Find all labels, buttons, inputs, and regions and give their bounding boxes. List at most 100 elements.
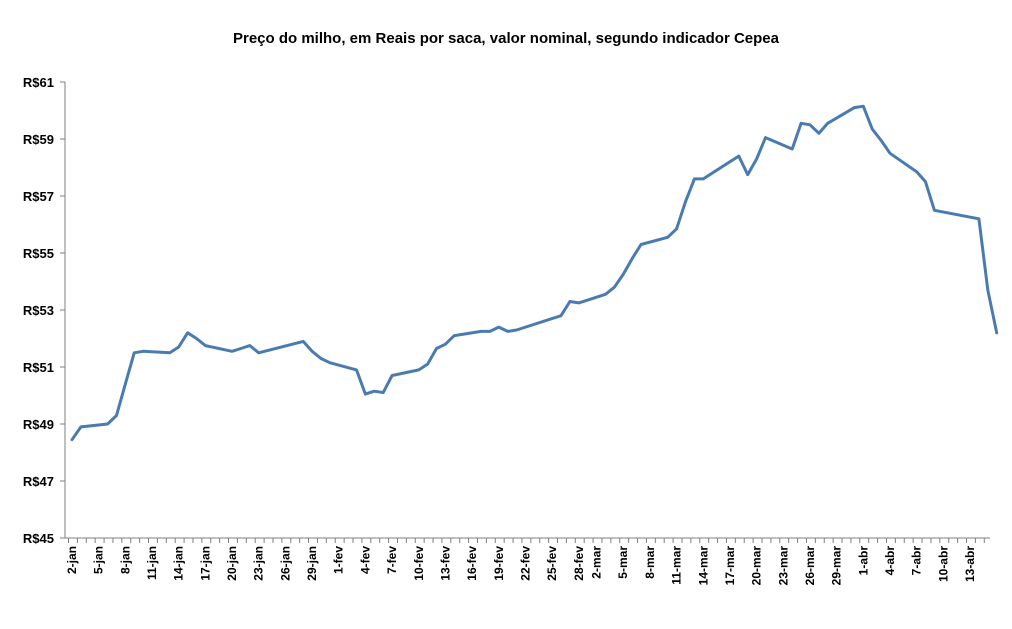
data-point: [390, 374, 394, 377]
x-tick-label: 2-mar: [590, 546, 604, 579]
x-tick-label: 17-jan: [198, 546, 212, 581]
data-point: [870, 127, 874, 131]
data-point: [862, 105, 865, 108]
data-point: [373, 390, 376, 393]
data-point: [230, 350, 234, 353]
x-tick-label: 5-mar: [616, 546, 630, 579]
data-point: [195, 337, 198, 340]
data-point: [622, 273, 625, 276]
data-point: [381, 391, 385, 394]
y-tick-label: R$51: [23, 360, 54, 375]
x-tick-label: 25-fev: [545, 546, 559, 581]
data-point: [559, 314, 563, 317]
x-tick-label: 29-mar: [830, 546, 844, 586]
x-tick-label: 11-jan: [145, 546, 159, 580]
data-point: [737, 154, 741, 158]
data-point: [746, 173, 749, 176]
x-tick-label: 10-abr: [936, 546, 950, 582]
data-point: [639, 243, 643, 246]
data-point: [106, 422, 109, 426]
data-point: [728, 160, 732, 163]
data-point: [115, 414, 118, 417]
data-point: [186, 331, 189, 334]
data-point: [204, 344, 207, 347]
data-point: [915, 170, 918, 173]
data-point: [355, 368, 358, 372]
data-point: [435, 347, 438, 350]
data-point: [177, 345, 180, 349]
data-point: [764, 136, 767, 139]
x-tick-label: 10-fev: [412, 546, 426, 581]
data-point: [630, 257, 634, 260]
data-point: [879, 139, 883, 142]
data-point: [568, 300, 572, 303]
x-tick-label: 17-mar: [723, 546, 737, 586]
data-point: [364, 392, 367, 396]
data-point: [488, 330, 492, 333]
data-point: [853, 106, 856, 109]
chart-title: Preço do milho, em Reais por saca, valor…: [233, 30, 779, 47]
x-tick-label: 7-abr: [910, 546, 924, 576]
data-point: [301, 340, 305, 343]
data-point: [799, 122, 803, 125]
x-tick-label: 23-jan: [252, 546, 266, 581]
data-point: [310, 350, 314, 353]
x-tick-label: 16-fev: [465, 546, 479, 581]
x-tick-label: 8-jan: [118, 546, 132, 574]
data-point: [70, 438, 74, 441]
data-point: [444, 343, 447, 346]
x-axis: 2-jan 5-jan 8-jan 11-jan 14-jan 17-jan 20-jan 2…: [65, 537, 990, 586]
data-point: [133, 351, 136, 354]
x-tick-label: 5-jan: [92, 546, 106, 574]
y-tick-label: R$57: [23, 189, 54, 204]
x-tick-label: 8-mar: [643, 546, 657, 579]
x-tick-label: 20-mar: [750, 546, 764, 586]
x-tick-label: 19-fev: [492, 546, 506, 581]
data-point: [453, 334, 456, 337]
data-point: [693, 177, 696, 181]
x-tick-label: 7-fev: [385, 546, 399, 574]
y-tick-label: R$53: [23, 303, 54, 318]
y-axis: R$61 R$59 R$57 R$55 R$53 R$51 R$49 R$47 R$45: [23, 75, 66, 546]
y-tick-label: R$61: [23, 75, 54, 90]
series-layer: [70, 104, 999, 442]
y-tick-label: R$55: [23, 246, 54, 261]
data-point: [995, 331, 998, 334]
data-point: [79, 425, 83, 429]
data-point: [426, 362, 429, 366]
data-point: [924, 180, 927, 183]
x-tick-label: 14-mar: [696, 546, 710, 586]
y-tick-label: R$49: [23, 417, 54, 432]
series-line: [70, 104, 999, 442]
x-tick-label: 29-jan: [305, 546, 319, 581]
data-point: [124, 382, 127, 386]
x-tick-label: 13-fev: [438, 546, 452, 581]
x-tick-label: 1-fev: [332, 546, 346, 574]
data-point: [675, 227, 678, 230]
data-point: [497, 325, 500, 329]
x-tick-label: 14-jan: [172, 546, 186, 581]
data-point: [888, 152, 892, 155]
x-tick-label: 26-mar: [803, 546, 817, 586]
data-point: [666, 236, 669, 239]
x-tick-label: 4-abr: [883, 546, 897, 576]
x-tick-label: 23-mar: [776, 546, 790, 586]
y-tick-label: R$45: [23, 531, 54, 546]
x-tick-label: 20-jan: [225, 546, 239, 581]
data-point: [790, 147, 794, 151]
data-point: [479, 330, 483, 333]
data-point: [248, 344, 252, 347]
x-tick-label: 13-abr: [963, 546, 977, 582]
data-point: [577, 301, 580, 305]
x-tick-label: 11-mar: [670, 546, 684, 585]
data-point: [604, 293, 607, 296]
data-point: [826, 122, 829, 125]
x-tick-label: 22-fev: [518, 546, 532, 581]
data-point: [506, 330, 509, 333]
data-point: [168, 351, 172, 354]
data-point: [515, 328, 518, 332]
data-point: [933, 209, 936, 212]
data-point: [417, 368, 420, 372]
data-point: [239, 347, 243, 350]
x-tick-label: 4-fev: [358, 546, 372, 574]
